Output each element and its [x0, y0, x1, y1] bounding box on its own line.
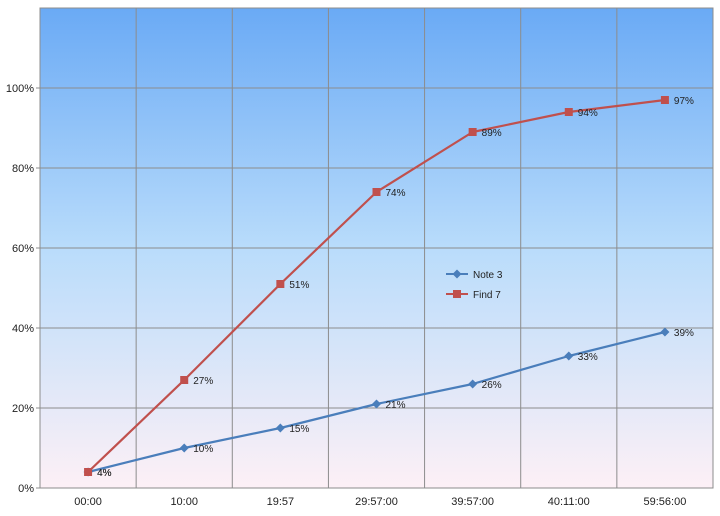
x-tick-label: 40:11:00: [548, 496, 590, 508]
legend-label: Note 3: [473, 270, 503, 281]
legend-label: Find 7: [473, 290, 501, 301]
data-label: 89%: [482, 128, 502, 139]
data-point: [84, 468, 93, 476]
grid-lines: [40, 7, 713, 489]
x-tick-label: 29:57:00: [355, 496, 398, 508]
data-label: 21%: [386, 400, 406, 411]
data-label: 26%: [482, 380, 502, 391]
data-point: [372, 188, 381, 196]
series-find-7: 4% 27% 51% 74% 89% 94% 97%: [84, 96, 694, 479]
data-label: 39%: [674, 328, 694, 339]
x-tick-label: 10:00: [170, 496, 198, 508]
x-tick-label: 59:56:00: [644, 496, 687, 508]
y-tick-label: 40%: [12, 323, 34, 335]
data-point: [564, 108, 573, 116]
data-label: 51%: [289, 280, 309, 291]
y-tick-label: 100%: [6, 83, 34, 95]
legend-entry: Find 7: [446, 290, 501, 301]
x-tick-label: 39:57:00: [451, 496, 494, 508]
data-point: [275, 423, 285, 433]
data-label: 27%: [193, 376, 213, 387]
y-tick-label: 0%: [18, 483, 34, 495]
data-point: [468, 379, 478, 389]
x-tick-label: 00:00: [74, 496, 102, 508]
data-point: [660, 96, 669, 104]
data-label: 97%: [674, 96, 694, 107]
y-tick-label: 80%: [12, 163, 34, 175]
data-label: 10%: [193, 444, 213, 455]
x-tick-label: 19:57: [267, 496, 295, 508]
legend-marker: [452, 269, 462, 279]
data-label: 94%: [578, 108, 598, 119]
data-label: 74%: [386, 188, 406, 199]
legend-marker: [453, 290, 461, 298]
series: 4% 10% 15% 21% 26% 33% 39%4% 27% 51% 74% 89% 94% 97%: [83, 96, 694, 479]
y-tick-label: 60%: [12, 243, 34, 255]
data-point: [660, 327, 670, 337]
data-point: [468, 128, 477, 136]
y-tick-label: 20%: [12, 403, 34, 415]
legend-entry: Note 3: [446, 269, 503, 281]
data-point: [276, 280, 285, 288]
data-label: 4%: [97, 468, 112, 479]
data-label: 15%: [289, 424, 309, 435]
axes: 0% 20% 40% 60% 80% 100% 00:00 10:00 19:57 29:57:0…: [6, 83, 686, 508]
data-point: [180, 376, 189, 384]
data-label: 4%: [97, 468, 112, 479]
data-point: [179, 443, 189, 453]
legend: Note 3 Find 7: [446, 269, 503, 301]
data-point: [372, 399, 381, 409]
data-label: 33%: [578, 352, 598, 363]
data-point: [564, 351, 574, 361]
